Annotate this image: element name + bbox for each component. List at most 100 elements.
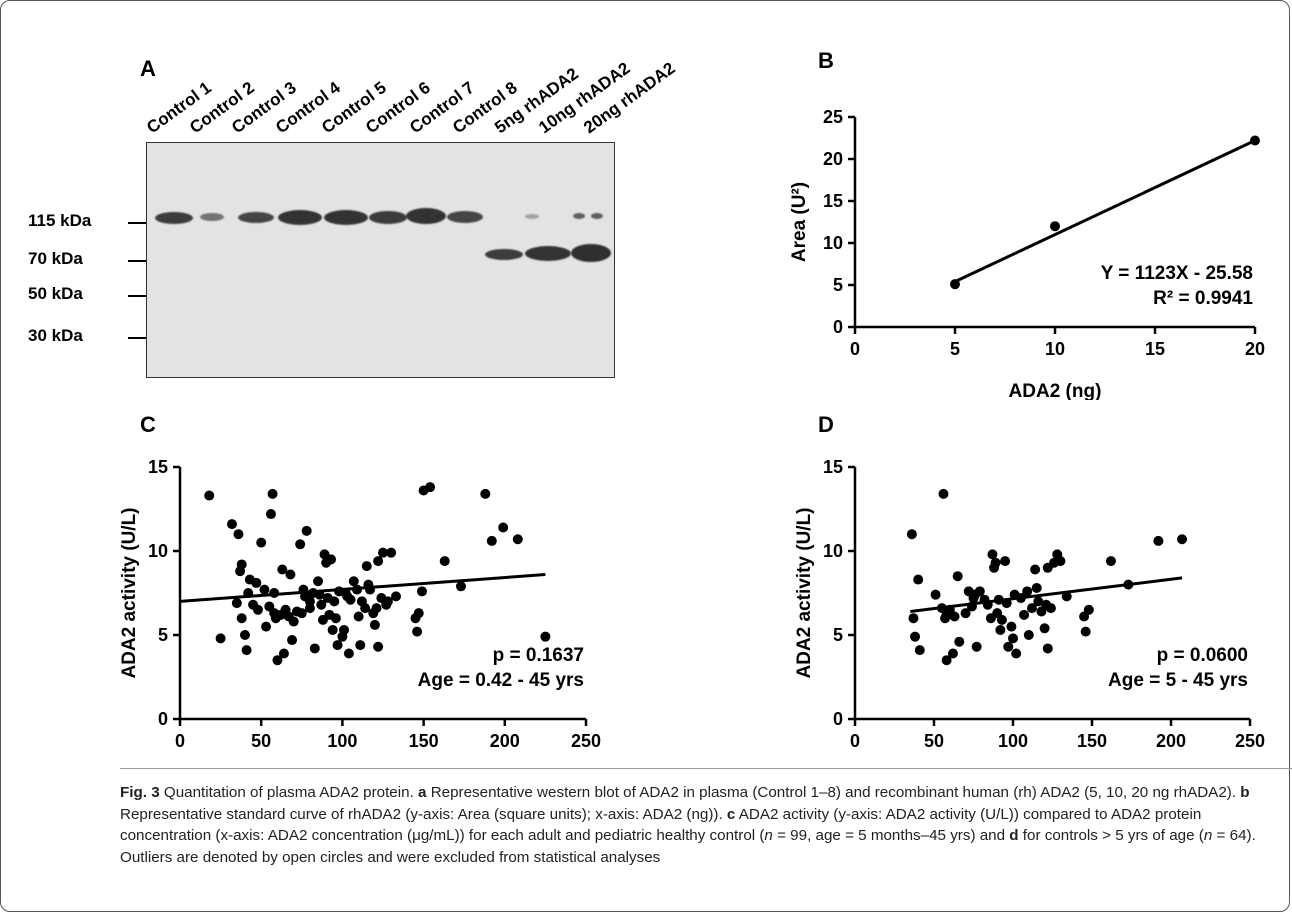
- y-tick-label: 5: [158, 625, 168, 645]
- caption-c-n: = 99, age = 5 months–45 yrs) and: [772, 827, 1010, 844]
- data-point: [251, 577, 262, 588]
- data-point: [1039, 623, 1050, 634]
- data-point: [947, 648, 958, 659]
- band-control-1: [155, 212, 193, 224]
- data-point: [480, 488, 491, 499]
- data-point: [990, 557, 1001, 568]
- x-tick-label: 15: [1145, 339, 1165, 359]
- data-point: [332, 640, 343, 651]
- data-point: [1022, 586, 1033, 597]
- data-point: [390, 591, 401, 602]
- data-point: [1177, 534, 1188, 545]
- y-tick-label: 10: [148, 541, 168, 561]
- data-point: [252, 604, 263, 615]
- y-tick-label: 0: [833, 709, 843, 729]
- data-point: [361, 561, 372, 572]
- x-tick-label: 0: [175, 731, 185, 751]
- data-point: [352, 584, 363, 595]
- data-point: [1000, 556, 1011, 567]
- blot-marker-label: 30 kDa: [28, 326, 83, 345]
- data-point: [1031, 582, 1042, 593]
- band-control-6: [369, 211, 407, 224]
- blot-marker-tick: [128, 260, 146, 262]
- chart-annotation: Y = 1123X - 25.58: [1101, 263, 1253, 284]
- data-point: [1033, 596, 1044, 607]
- blot-marker-tick: [128, 295, 146, 297]
- x-tick-label: 0: [850, 339, 860, 359]
- data-point: [365, 584, 376, 595]
- data-point: [1023, 630, 1034, 640]
- data-point: [371, 603, 382, 614]
- data-point: [413, 608, 424, 619]
- data-point: [382, 596, 393, 607]
- data-point: [236, 613, 247, 624]
- data-point: [314, 589, 325, 600]
- data-point: [378, 547, 388, 558]
- y-axis-label: ADA2 activity (U/L): [120, 507, 140, 678]
- x-tick-label: 250: [1235, 731, 1265, 751]
- data-point: [455, 581, 466, 592]
- data-point: [373, 556, 384, 567]
- data-point: [941, 655, 952, 666]
- band-10ng-upper: [525, 214, 539, 219]
- data-point: [355, 640, 366, 651]
- band-control-7: [406, 208, 446, 224]
- data-point: [373, 641, 384, 652]
- caption-b-letter: b: [1240, 784, 1250, 801]
- blot-marker-tick: [128, 337, 146, 339]
- data-point: [256, 537, 267, 548]
- y-tick-label: 5: [833, 275, 843, 295]
- data-point: [236, 559, 247, 570]
- data-point: [908, 613, 919, 624]
- panel-b-letter: B: [818, 48, 834, 73]
- data-point: [304, 603, 315, 614]
- western-blot-image: [146, 142, 615, 378]
- data-point: [287, 635, 298, 646]
- data-point: [296, 608, 307, 619]
- data-point: [498, 522, 509, 533]
- data-point: [910, 631, 921, 642]
- data-point: [1030, 564, 1041, 575]
- data-point: [301, 525, 312, 536]
- caption-title: Quantitation of plasma ADA2 protein.: [159, 784, 419, 801]
- x-tick-label: 150: [409, 731, 439, 751]
- caption-d-letter: d: [1009, 827, 1019, 844]
- x-tick-label: 250: [571, 731, 601, 751]
- figure-caption: Fig. 3 Quantitation of plasma ADA2 prote…: [120, 782, 1282, 868]
- data-point: [259, 584, 270, 595]
- y-tick-label: 10: [823, 233, 843, 253]
- x-tick-label: 10: [1045, 339, 1065, 359]
- data-point: [267, 488, 278, 499]
- data-point: [987, 549, 998, 560]
- data-point: [974, 586, 985, 597]
- data-point: [971, 641, 982, 652]
- data-point: [277, 564, 288, 575]
- data-point: [316, 599, 327, 610]
- panel-d-letter: D: [818, 412, 834, 437]
- data-point: [486, 535, 497, 546]
- data-point: [949, 611, 960, 622]
- data-point: [343, 648, 354, 659]
- data-point: [1105, 556, 1116, 567]
- data-point: [326, 554, 337, 565]
- data-point: [993, 594, 1004, 605]
- data-point: [345, 594, 356, 605]
- data-point: [295, 539, 306, 550]
- data-point: [416, 586, 427, 597]
- x-axis-label: ADA2 (ng): [1009, 381, 1102, 400]
- data-point: [386, 547, 397, 558]
- data-point: [1055, 556, 1066, 567]
- data-point: [327, 624, 338, 635]
- data-point: [1003, 641, 1014, 652]
- x-tick-label: 50: [251, 731, 271, 751]
- data-point: [966, 601, 977, 612]
- blot-marker-tick: [128, 222, 146, 224]
- blot-marker-label: 50 kDa: [28, 284, 83, 303]
- data-point: [243, 588, 254, 598]
- data-point: [261, 621, 272, 632]
- blot-marker-label: 115 kDa: [28, 211, 92, 230]
- data-point: [231, 598, 242, 609]
- data-point: [1026, 603, 1037, 614]
- caption-c-letter: c: [726, 805, 736, 823]
